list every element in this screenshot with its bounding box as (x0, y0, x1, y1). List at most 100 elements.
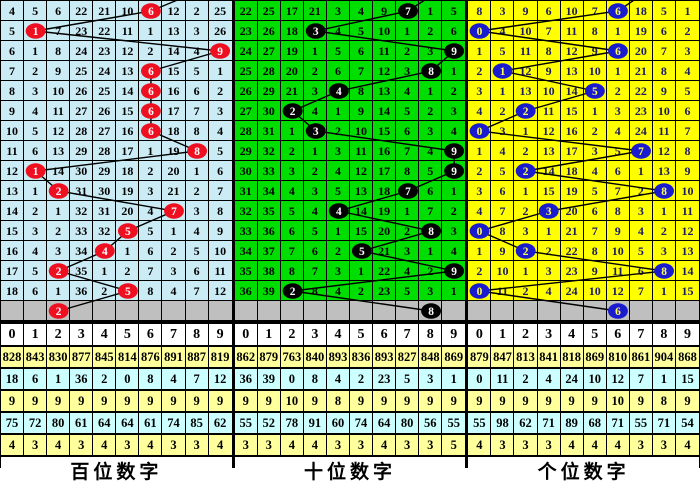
miss-count-cell: 1 (468, 41, 492, 61)
miss-count-cell: 3 (396, 61, 420, 81)
miss-count-cell: 6 (1, 41, 25, 61)
table-row: 22 25 17 21 3 4 9 1 5 (234, 1, 466, 21)
miss-count-cell: 3 (629, 201, 653, 221)
miss-count-cell: 4 (629, 221, 653, 241)
miss-count-cell: 3 (514, 221, 538, 241)
miss-count-cell: 4 (468, 101, 492, 121)
miss-count-cell: 33 (257, 161, 281, 181)
miss-count-cell: 2 (629, 181, 653, 201)
stats-row-0: 862 879 763 840 893 836 893 827 848 869 (234, 347, 466, 369)
miss-count-cell: 2 (514, 281, 538, 301)
miss-count-cell: 7 (675, 121, 700, 141)
digit-header-cell: 3 (70, 324, 94, 345)
miss-count-cell (326, 81, 350, 101)
grid-rows: 4 5 6 22 21 10 12 2 25 5 7 23 22 11 1 13 3 26 6 1 8 24 23 12 2 14… (1, 1, 232, 321)
digit-header-cell: 9 (450, 326, 458, 342)
miss-count-cell: 3 (326, 1, 350, 21)
miss-count-cell: 1 (652, 281, 676, 301)
latest-row-cell (560, 301, 584, 321)
miss-count-cell: 11 (47, 101, 71, 121)
miss-count-cell: 9 (583, 41, 607, 61)
miss-count-cell: 8 (396, 161, 420, 181)
miss-count-cell: 7 (47, 21, 71, 41)
miss-count-cell: 2 (396, 221, 420, 241)
latest-row-cell (606, 301, 630, 321)
miss-count-cell: 5 (24, 261, 48, 281)
miss-count-cell: 13 (47, 141, 71, 161)
miss-count-cell: 12 (652, 141, 676, 161)
table-row: 24 27 19 1 5 6 11 2 3 (234, 41, 466, 61)
table-row: 3 6 1 15 19 5 7 2 10 (468, 181, 700, 201)
miss-count-cell: 32 (93, 221, 117, 241)
miss-count-cell: 29 (234, 141, 258, 161)
stat-cell: 8 (304, 369, 327, 389)
miss-count-cell: 3 (606, 101, 630, 121)
miss-count-cell: 7 (652, 41, 676, 61)
table-row: 10 5 12 28 27 16 18 8 4 (1, 121, 232, 141)
miss-count-cell: 5 (606, 141, 630, 161)
miss-count-cell: 4 (396, 81, 420, 101)
table-row: 13 1 31 30 19 3 21 2 7 (1, 181, 232, 201)
table-row: 1 9 2 22 8 10 5 3 13 (468, 241, 700, 261)
miss-count-cell: 2 (24, 61, 48, 81)
stat-cell: 71 (607, 413, 630, 433)
miss-count-cell: 12 (47, 121, 71, 141)
miss-count-cell: 8 (350, 81, 374, 101)
miss-count-cell: 9 (606, 221, 630, 241)
miss-count-cell: 17 (162, 101, 186, 121)
miss-count-cell: 13 (514, 81, 538, 101)
stat-cell: 98 (491, 413, 515, 433)
table-row: 29 32 2 1 3 11 16 7 4 (234, 141, 466, 161)
stat-cell: 54 (681, 415, 694, 430)
miss-count-cell: 13 (652, 161, 676, 181)
miss-count-cell: 35 (70, 261, 94, 281)
miss-count-cell: 2 (185, 181, 209, 201)
miss-count-cell: 2 (419, 21, 443, 41)
miss-count-cell: 16 (560, 121, 584, 141)
miss-count-cell: 18 (1, 281, 25, 301)
miss-count-cell: 7 (583, 1, 607, 21)
stat-cell: 2 (93, 369, 117, 389)
stat-cell: 841 (538, 347, 561, 367)
miss-count-cell: 5 (491, 41, 515, 61)
miss-count-cell (419, 61, 443, 81)
stat-cell: 55 (235, 413, 258, 433)
miss-count-cell: 11 (606, 261, 630, 281)
miss-count-cell: 36 (234, 281, 258, 301)
miss-count-cell: 9 (537, 61, 561, 81)
miss-count-cell: 5 (396, 101, 420, 121)
miss-count-cell: 22 (373, 261, 397, 281)
miss-count-cell: 18 (373, 181, 397, 201)
stat-cell: 0 (281, 369, 304, 389)
miss-count-cell: 33 (234, 221, 258, 241)
miss-count-cell: 1 (442, 61, 466, 81)
miss-count-cell: 3 (468, 181, 492, 201)
latest-row-cell (1, 301, 25, 321)
miss-count-cell: 32 (70, 201, 94, 221)
miss-count-cell: 7 (185, 281, 209, 301)
table-row: 2 5 14 18 4 6 1 13 9 (468, 161, 700, 181)
stat-cell: 9 (584, 391, 607, 411)
stats-row-3: 55 98 62 71 89 68 71 55 71 54 (468, 413, 700, 435)
miss-count-cell: 10 (675, 181, 700, 201)
miss-count-cell (139, 1, 163, 21)
miss-count-cell: 8 (1, 81, 25, 101)
latest-row-cell (47, 301, 71, 321)
miss-count-cell (419, 221, 443, 241)
miss-count-cell: 3 (419, 41, 443, 61)
miss-count-cell: 17 (1, 261, 25, 281)
miss-count-cell: 12 (537, 121, 561, 141)
stat-cell: 814 (116, 347, 140, 367)
miss-count-cell: 21 (280, 81, 304, 101)
digit-header-cell: 7 (396, 324, 420, 345)
miss-count-cell: 4 (442, 241, 466, 261)
miss-count-cell: 6 (326, 61, 350, 81)
miss-count-cell: 20 (280, 61, 304, 81)
miss-count-cell: 8 (185, 121, 209, 141)
miss-count-cell (468, 221, 492, 241)
miss-count-cell: 22 (234, 1, 258, 21)
miss-count-cell: 3 (280, 161, 304, 181)
miss-count-cell: 10 (350, 121, 374, 141)
